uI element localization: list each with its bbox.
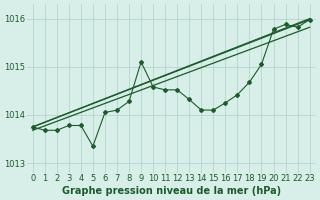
X-axis label: Graphe pression niveau de la mer (hPa): Graphe pression niveau de la mer (hPa) bbox=[62, 186, 281, 196]
